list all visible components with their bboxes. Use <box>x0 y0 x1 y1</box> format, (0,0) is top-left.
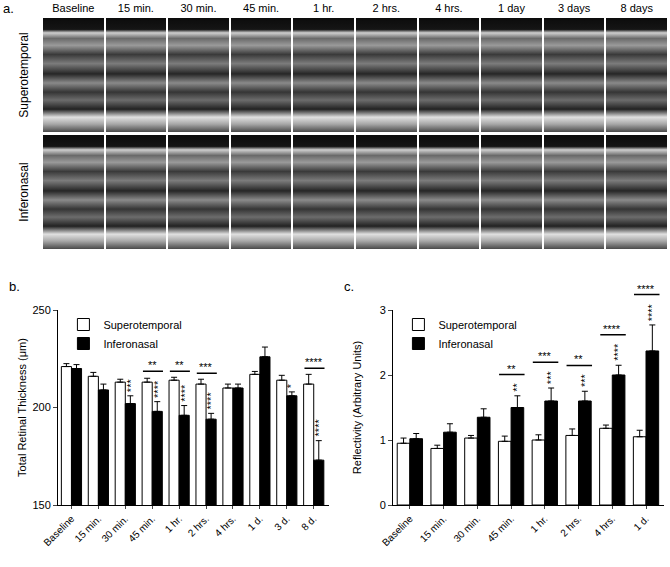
svg-text:***: *** <box>545 371 557 385</box>
svg-text:*: * <box>285 383 297 388</box>
svg-text:8 d.: 8 d. <box>299 513 319 533</box>
svg-text:***: *** <box>125 379 137 393</box>
svg-text:2 hrs.: 2 hrs. <box>558 513 583 538</box>
html-text:a.: a. <box>3 1 14 16</box>
html-text:Baseline: Baseline <box>52 2 95 14</box>
svg-text:1 d.: 1 d. <box>631 513 651 533</box>
svg-text:4 hrs.: 4 hrs. <box>592 513 617 538</box>
svg-text:2: 2 <box>380 369 386 381</box>
svg-text:Inferonasal: Inferonasal <box>103 338 157 350</box>
html-text:Inferonasal: Inferonasal <box>17 162 31 222</box>
svg-text:150: 150 <box>32 499 50 511</box>
svg-text:15 min.: 15 min. <box>418 513 449 544</box>
svg-text:****: **** <box>637 283 655 295</box>
svg-text:Superotemporal: Superotemporal <box>103 319 181 331</box>
svg-text:250: 250 <box>32 304 50 316</box>
html-text:2 hrs.: 2 hrs. <box>372 2 400 14</box>
html-text:1 hr.: 1 hr. <box>313 2 335 14</box>
svg-text:c.: c. <box>344 279 354 294</box>
svg-text:***: *** <box>538 350 552 362</box>
svg-text:****: **** <box>152 380 164 398</box>
svg-text:1 d.: 1 d. <box>245 513 265 533</box>
svg-text:15 min.: 15 min. <box>72 513 103 544</box>
svg-text:**: ** <box>148 359 157 371</box>
svg-text:3 d.: 3 d. <box>272 513 292 533</box>
svg-text:****: **** <box>305 356 323 368</box>
svg-text:30 min.: 30 min. <box>99 513 130 544</box>
svg-text:Reflectivity (Arbitrary Units): Reflectivity (Arbitrary Units) <box>351 341 363 474</box>
svg-text:200: 200 <box>32 401 50 413</box>
html-text:8 days: 8 days <box>620 2 653 14</box>
svg-text:****: **** <box>646 303 658 321</box>
svg-text:4 hrs.: 4 hrs. <box>212 513 237 538</box>
svg-text:45 min.: 45 min. <box>126 513 157 544</box>
svg-text:1 hr.: 1 hr. <box>163 513 185 535</box>
svg-text:Baseline: Baseline <box>42 513 77 548</box>
html-text:3 days: 3 days <box>557 2 591 14</box>
svg-text:45 min.: 45 min. <box>485 513 516 544</box>
svg-text:0: 0 <box>380 499 386 511</box>
svg-text:****: **** <box>313 419 325 437</box>
svg-text:**: ** <box>511 382 523 391</box>
svg-text:**: ** <box>507 363 516 375</box>
svg-text:Superotemporal: Superotemporal <box>438 319 516 331</box>
svg-text:Total Retinal Thickness (μm): Total Retinal Thickness (μm) <box>16 338 28 477</box>
svg-text:***: *** <box>199 361 213 373</box>
svg-text:****: **** <box>205 392 217 410</box>
html-text:1 day: 1 day <box>498 2 525 14</box>
svg-text:30 min.: 30 min. <box>451 513 482 544</box>
html-text:4 hrs.: 4 hrs. <box>435 2 463 14</box>
svg-text:****: **** <box>612 343 624 361</box>
svg-text:Inferonasal: Inferonasal <box>438 338 492 350</box>
svg-text:Baseline: Baseline <box>380 513 415 548</box>
svg-text:****: **** <box>603 323 621 335</box>
svg-text:3: 3 <box>380 304 386 316</box>
svg-text:2 hrs.: 2 hrs. <box>186 513 211 538</box>
html-text:30 min.: 30 min. <box>180 2 217 14</box>
svg-text:**: ** <box>574 353 583 365</box>
svg-text:****: **** <box>179 384 191 402</box>
html-text:Superotemporal: Superotemporal <box>17 32 31 118</box>
svg-text:**: ** <box>175 359 184 371</box>
svg-text:***: *** <box>579 374 591 388</box>
svg-text:b.: b. <box>9 279 20 294</box>
html-text:15 min.: 15 min. <box>117 2 154 14</box>
html-text:45 min.: 45 min. <box>243 2 280 14</box>
svg-text:1: 1 <box>380 434 386 446</box>
svg-text:1 hr.: 1 hr. <box>528 513 550 535</box>
